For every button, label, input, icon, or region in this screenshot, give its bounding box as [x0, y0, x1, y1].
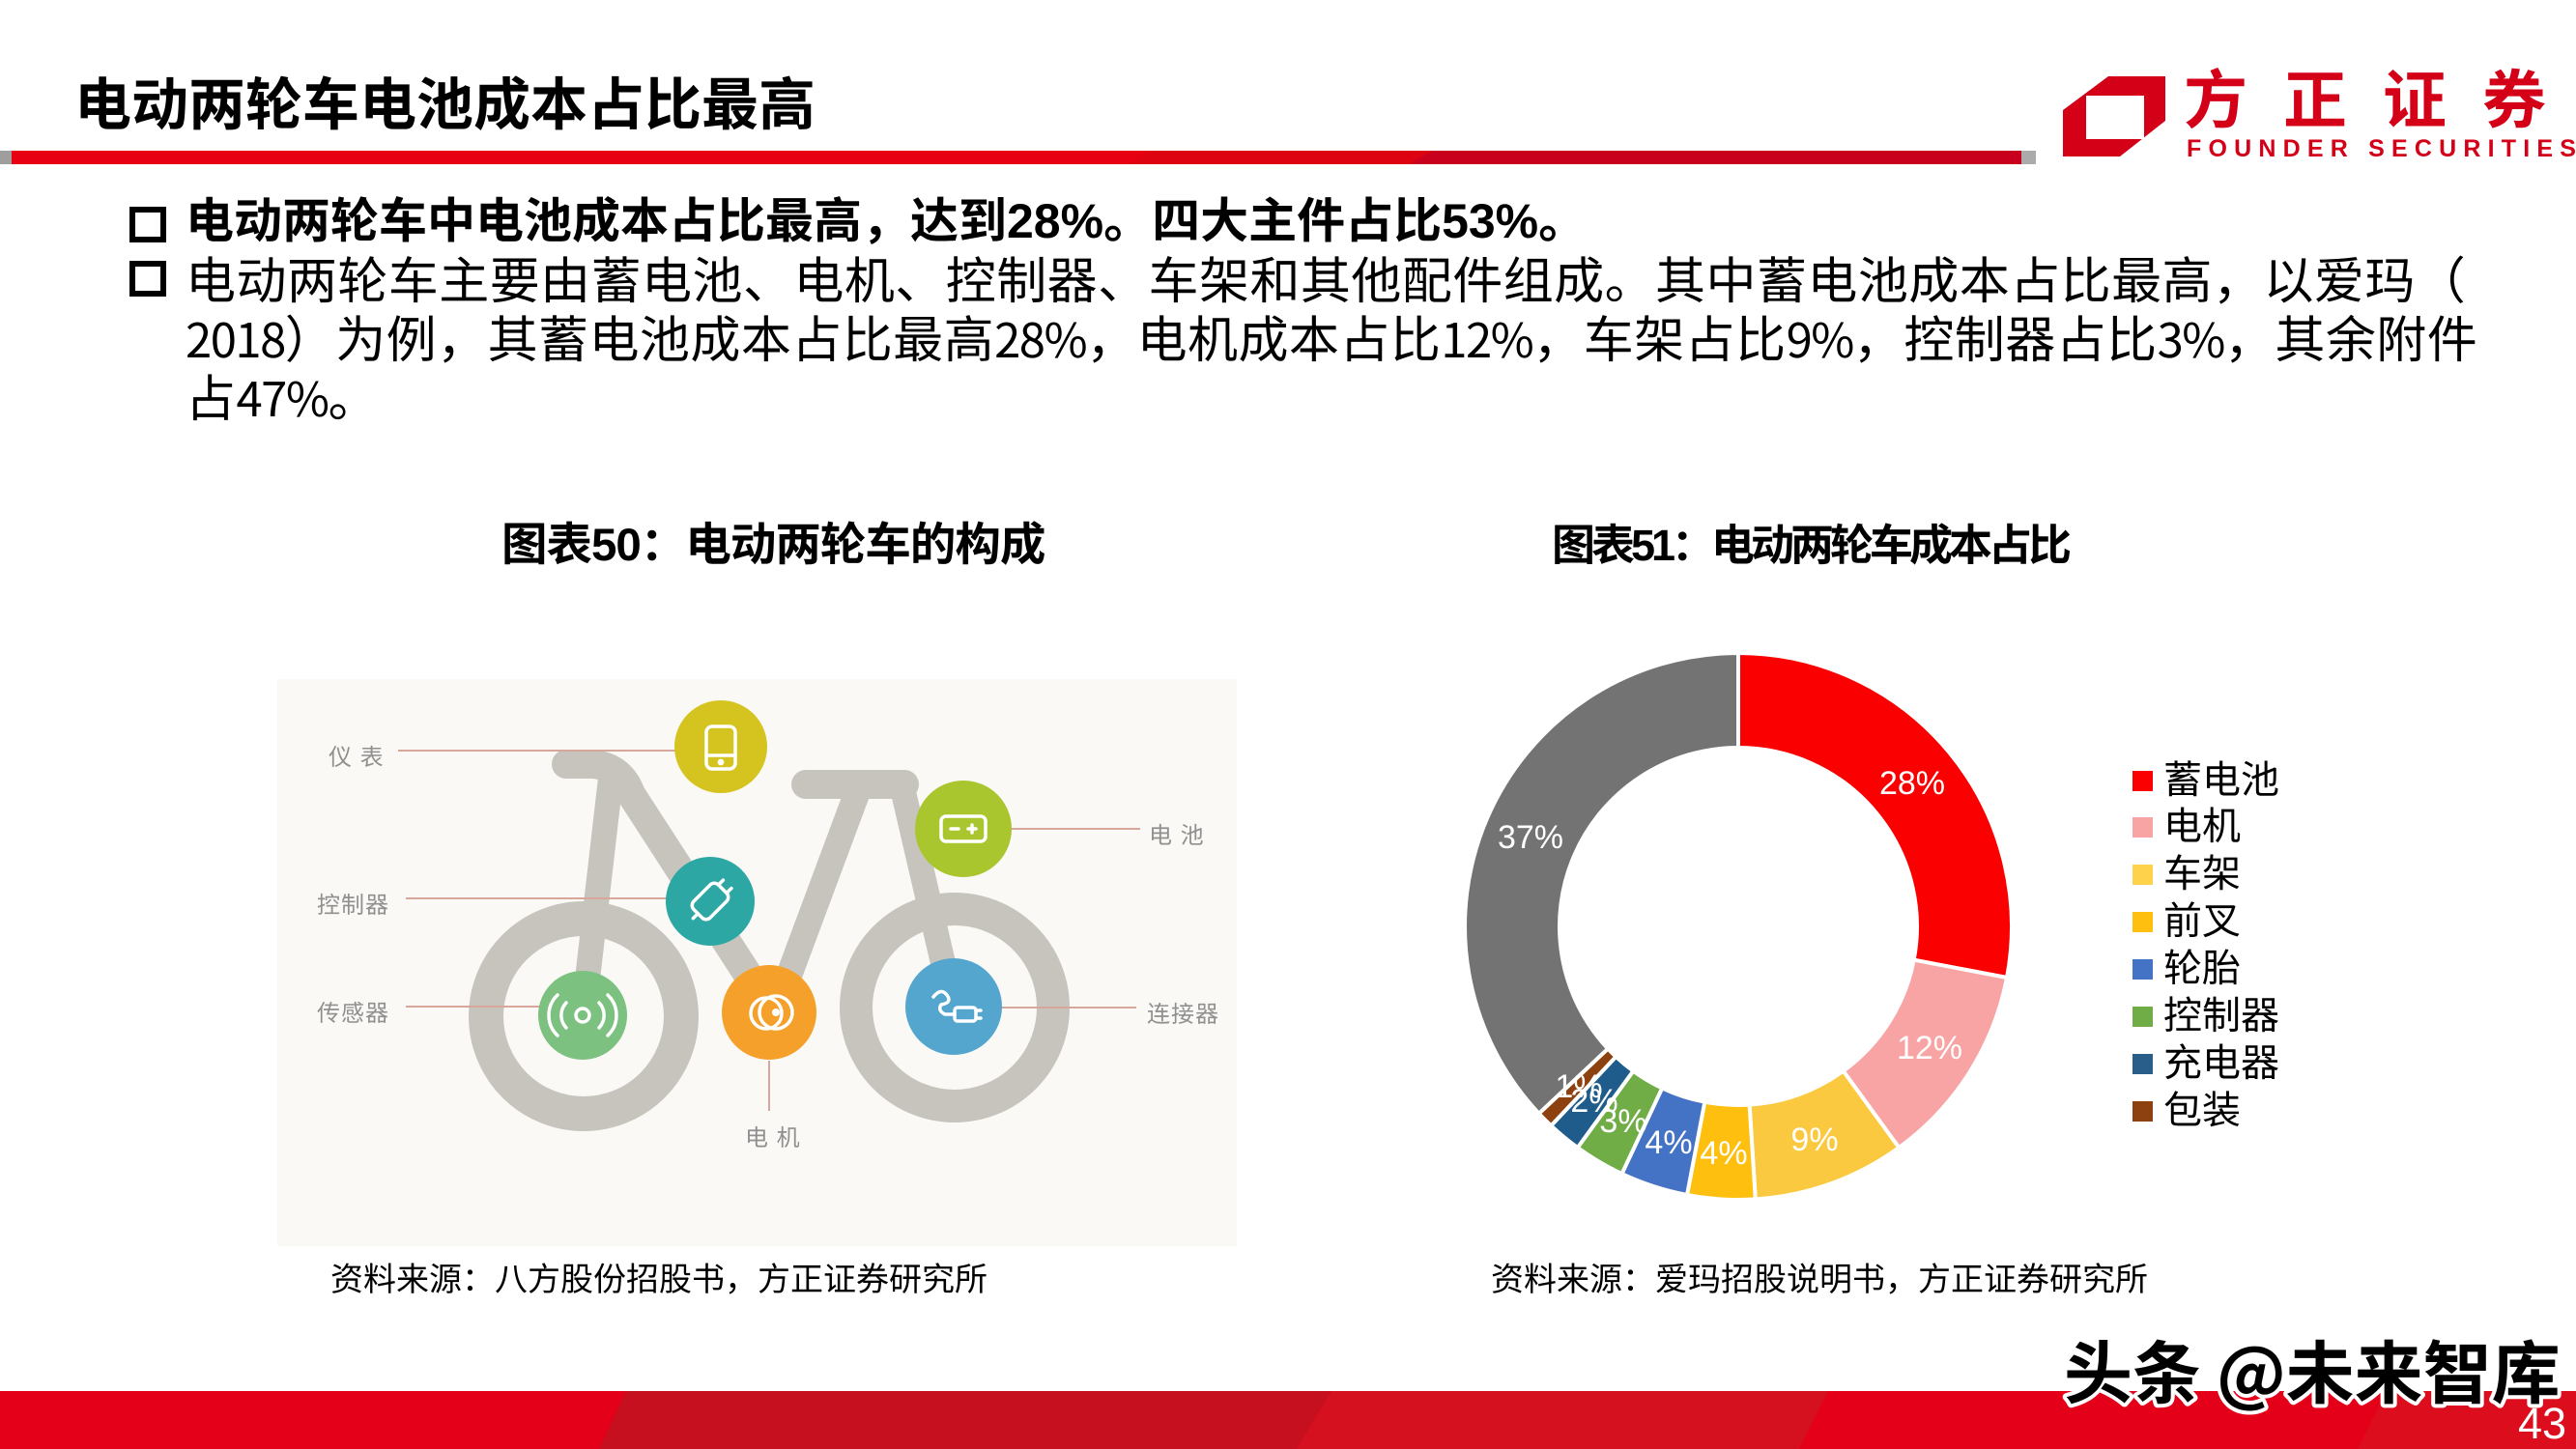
svg-text:4%: 4%	[1700, 1135, 1747, 1172]
svg-text:头条 @未来智库: 头条 @未来智库	[2064, 1320, 2561, 1418]
svg-text:9%: 9%	[1790, 1122, 1838, 1158]
svg-text:28%: 28%	[1879, 765, 1945, 802]
svg-text:37%: 37%	[1498, 819, 1563, 856]
svg-text:1%: 1%	[1555, 1068, 1602, 1105]
svg-text:2%: 2%	[1570, 1083, 1617, 1120]
svg-text:4%: 4%	[1645, 1124, 1692, 1161]
svg-text:3%: 3%	[1599, 1103, 1646, 1140]
svg-text:12%: 12%	[1897, 1030, 1962, 1066]
